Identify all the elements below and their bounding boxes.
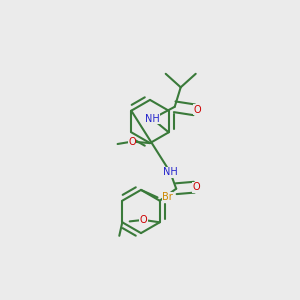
Text: O: O [128,136,136,147]
Text: Br: Br [162,192,173,203]
Text: O: O [140,215,147,225]
Text: NH: NH [145,114,160,124]
Text: O: O [193,182,200,192]
Text: NH: NH [163,167,178,177]
Text: O: O [194,105,201,115]
